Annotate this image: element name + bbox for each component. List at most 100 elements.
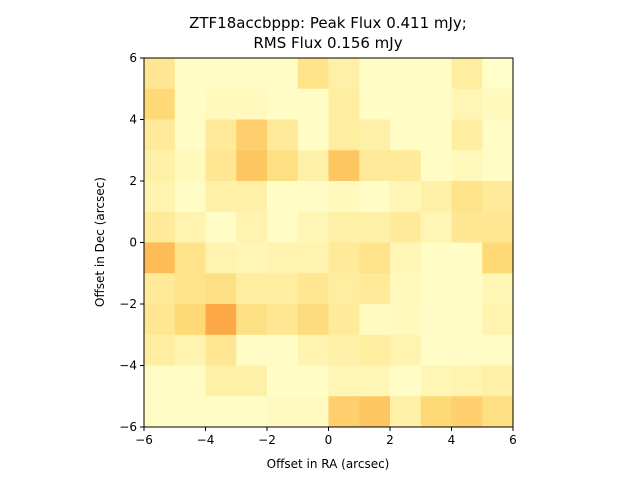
heatmap-cell — [205, 150, 237, 182]
heatmap-cell — [390, 365, 422, 397]
heatmap-cell — [205, 181, 237, 213]
heatmap-cell — [482, 58, 514, 90]
heatmap-cell — [205, 365, 237, 397]
heatmap-cell — [144, 365, 176, 397]
heatmap-cell — [267, 334, 299, 366]
heatmap-cell — [482, 304, 514, 336]
heatmap-cell — [328, 304, 360, 336]
heatmap-cell — [236, 365, 268, 397]
heatmap-cell — [359, 396, 391, 428]
heatmap-cell — [451, 304, 483, 336]
x-tick-label: 0 — [325, 433, 333, 447]
heatmap-cell — [174, 304, 206, 336]
heatmap-cell — [236, 304, 268, 336]
heatmap-cell — [420, 365, 452, 397]
heatmap-cell — [236, 150, 268, 182]
heatmap-cell — [174, 211, 206, 243]
y-tick-label: 4 — [129, 113, 137, 127]
heatmap-cell — [297, 273, 329, 305]
heatmap-cell — [267, 396, 299, 428]
heatmap-cell — [328, 242, 360, 274]
heatmap-cell — [359, 273, 391, 305]
heatmap-cell — [297, 304, 329, 336]
heatmap-cell — [451, 119, 483, 151]
heatmap-cell — [390, 88, 422, 120]
y-tick-label: 6 — [129, 51, 137, 65]
heatmap-cell — [267, 211, 299, 243]
heatmap-cell — [420, 396, 452, 428]
heatmap-cell — [174, 88, 206, 120]
heatmap-cell — [205, 88, 237, 120]
heatmap-cell — [174, 365, 206, 397]
x-tick-label: 6 — [509, 433, 517, 447]
x-tick-label: 4 — [448, 433, 456, 447]
y-tick-label: 0 — [129, 236, 137, 250]
x-tick-label: −4 — [197, 433, 215, 447]
heatmap-cell — [205, 58, 237, 90]
heatmap-cell — [144, 88, 176, 120]
heatmap-cell — [297, 365, 329, 397]
heatmap-cell — [205, 304, 237, 336]
heatmap-cell — [482, 119, 514, 151]
heatmap-cell — [451, 365, 483, 397]
heatmap-cell — [390, 304, 422, 336]
heatmap-cell — [451, 396, 483, 428]
y-tick-label: −2 — [119, 297, 137, 311]
heatmap-cell — [267, 58, 299, 90]
y-tick-label: −4 — [119, 359, 137, 373]
heatmap-cell — [328, 181, 360, 213]
heatmap-cell — [267, 273, 299, 305]
heatmap-cell — [236, 58, 268, 90]
heatmap-cell — [359, 88, 391, 120]
heatmap-cell — [174, 242, 206, 274]
heatmap-cell — [420, 181, 452, 213]
heatmap-cell — [420, 242, 452, 274]
heatmap-cell — [328, 150, 360, 182]
x-tick-label: 2 — [386, 433, 394, 447]
heatmap-cell — [328, 211, 360, 243]
heatmap-cell — [359, 58, 391, 90]
heatmap-cell — [174, 396, 206, 428]
heatmap-cell — [482, 150, 514, 182]
heatmap-cell — [267, 181, 299, 213]
heatmap-cell — [420, 119, 452, 151]
heatmap-cell — [482, 396, 514, 428]
heatmap-cell — [482, 211, 514, 243]
heatmap-cell — [297, 119, 329, 151]
heatmap-cell — [236, 242, 268, 274]
heatmap-cell — [236, 273, 268, 305]
heatmap-cell — [144, 211, 176, 243]
heatmap-cell — [420, 150, 452, 182]
heatmap-cell — [390, 181, 422, 213]
heatmap-cell — [451, 211, 483, 243]
heatmap-cell — [236, 334, 268, 366]
heatmap-cell — [390, 119, 422, 151]
heatmap-cell — [451, 242, 483, 274]
heatmap-cell — [359, 365, 391, 397]
heatmap-cell — [451, 273, 483, 305]
heatmap-cell — [390, 396, 422, 428]
heatmap-cell — [328, 119, 360, 151]
heatmap-cell — [205, 242, 237, 274]
heatmap-cell — [482, 273, 514, 305]
heatmap-cell — [174, 119, 206, 151]
heatmap-cell — [144, 396, 176, 428]
chart-title-line-1: ZTF18accbppp: Peak Flux 0.411 mJy; — [189, 14, 467, 32]
heatmap-cell — [297, 88, 329, 120]
heatmap-cell — [174, 181, 206, 213]
heatmap-cell — [267, 242, 299, 274]
heatmap-cell — [482, 365, 514, 397]
heatmap-cell — [390, 273, 422, 305]
heatmap-cell — [144, 304, 176, 336]
y-tick-label: −6 — [119, 420, 137, 434]
heatmap-cell — [236, 88, 268, 120]
heatmap-cell — [297, 396, 329, 428]
heatmap-cell — [359, 181, 391, 213]
heatmap-cell — [267, 88, 299, 120]
heatmap-cell — [236, 211, 268, 243]
heatmap-cell — [297, 150, 329, 182]
heatmap-cell — [482, 88, 514, 120]
x-axis-label: Offset in RA (arcsec) — [267, 457, 390, 471]
heatmap-cell — [390, 242, 422, 274]
